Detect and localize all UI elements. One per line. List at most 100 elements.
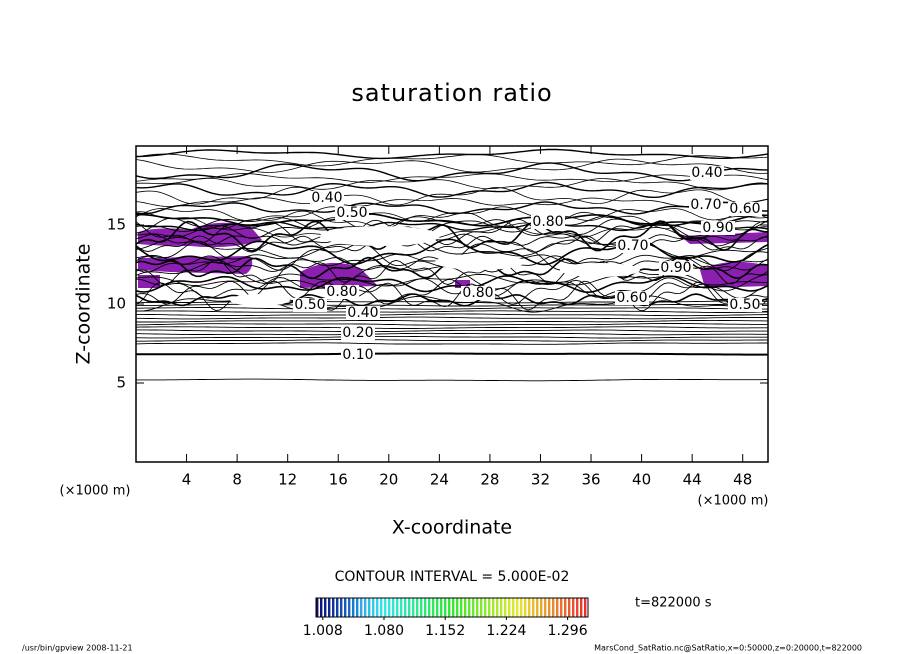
contour-label-bg — [615, 291, 649, 305]
colorbar-stripe — [352, 598, 355, 617]
colorbar-stripe — [536, 598, 539, 617]
footer-left: /usr/bin/gpview 2008-11-21 — [22, 644, 133, 653]
contour-label: 0.20 — [342, 325, 373, 341]
contour-label: 0.60 — [729, 201, 760, 217]
colorbar-stripe — [416, 598, 419, 617]
saturated-region — [230, 294, 290, 306]
contour-line — [135, 217, 769, 239]
colorbar-stripe — [452, 598, 455, 617]
contour-line — [135, 181, 769, 198]
colorbar-tick-label: 1.224 — [486, 623, 526, 639]
colorbar-stripe — [564, 598, 567, 617]
colorbar-stripe — [568, 598, 571, 617]
colorbar-tick-label: 1.152 — [425, 623, 465, 639]
x-unit: (×1000 m) — [698, 494, 769, 509]
contour-label-bg — [341, 326, 375, 340]
contour-line — [136, 339, 769, 342]
colorbar-stripe — [540, 598, 543, 617]
colorbar-stripe — [328, 598, 331, 617]
x-tick-label: 16 — [329, 471, 348, 489]
colorbar-stripe — [572, 598, 575, 617]
colorbar-stripe — [440, 598, 443, 617]
contour-line — [135, 278, 769, 306]
contour-line — [135, 162, 768, 182]
x-tick-label: 12 — [278, 471, 297, 489]
contour-label: 0.60 — [616, 290, 647, 306]
x-tick-label: 32 — [531, 471, 550, 489]
contour-label: 0.70 — [690, 197, 721, 213]
contour-line — [136, 313, 768, 317]
y-tick-label: 5 — [116, 374, 126, 392]
contour-line — [136, 307, 768, 310]
colorbar-stripe — [432, 598, 435, 617]
colorbar-stripe — [364, 598, 367, 617]
x-tick-label: 36 — [581, 471, 600, 489]
time-label: t=822000 s — [635, 596, 712, 611]
contour-line — [135, 277, 769, 299]
colorbar-stripe — [496, 598, 499, 617]
colorbar-stripe — [436, 598, 439, 617]
contour-line — [135, 153, 769, 167]
colorbar-stripe — [456, 598, 459, 617]
colorbar-stripe — [360, 598, 363, 617]
saturated-region — [320, 226, 440, 246]
colorbar-stripe — [500, 598, 503, 617]
colorbar-stripe — [528, 598, 531, 617]
contour-line — [135, 326, 768, 329]
contour-label-bg — [728, 298, 762, 312]
contour-line — [135, 177, 768, 191]
x-tick-label: 4 — [182, 471, 192, 489]
contour-line — [136, 303, 768, 307]
x-tick-label: 24 — [430, 471, 449, 489]
chart-title: saturation ratio — [351, 79, 552, 107]
contour-label: 0.40 — [311, 190, 342, 206]
contour-label: 0.80 — [532, 214, 563, 230]
contour-interval: CONTOUR INTERVAL = 5.000E-02 — [335, 569, 570, 585]
contour-line — [135, 197, 769, 207]
colorbar-stripe — [488, 598, 491, 617]
contour-line — [135, 186, 769, 206]
x-tick-label: 40 — [632, 471, 651, 489]
colorbar-stripe — [384, 598, 387, 617]
y-tick-label: 10 — [107, 295, 126, 313]
colorbar-stripe — [552, 598, 555, 617]
contour-label-bg — [346, 306, 380, 320]
colorbar-stripe — [332, 598, 335, 617]
colorbar-stripe — [368, 598, 371, 617]
colorbar-stripe — [392, 598, 395, 617]
contour-line — [135, 335, 768, 339]
contour-line — [135, 323, 768, 326]
contour-label-bg — [659, 261, 693, 275]
contour-line — [135, 225, 769, 239]
colorbar-stripe — [356, 598, 359, 617]
contour-label-bg — [689, 198, 723, 212]
contour-label: 0.40 — [691, 165, 722, 181]
contour-label: 0.40 — [347, 305, 378, 321]
contour-label: 0.50 — [336, 205, 367, 221]
colorbar-stripe — [344, 598, 347, 617]
colorbar-stripe — [472, 598, 475, 617]
colorbar-stripe — [412, 598, 415, 617]
y-axis-label: Z-coordinate — [73, 244, 95, 365]
colorbar-stripe — [348, 598, 351, 617]
contour-label: 0.70 — [617, 238, 648, 254]
colorbar-stripe — [340, 598, 343, 617]
colorbar-stripe — [404, 598, 407, 617]
contour-line — [135, 342, 768, 345]
contour-label-bg — [335, 206, 369, 220]
colorbar-stripe — [492, 598, 495, 617]
colorbar-stripe — [520, 598, 523, 617]
x-axis-label: X-coordinate — [392, 517, 512, 539]
colorbar-frame — [315, 597, 589, 618]
contour-label-bg — [728, 202, 762, 216]
contour-label-bg — [616, 239, 650, 253]
colorbar-stripe — [372, 598, 375, 617]
colorbar-stripe — [464, 598, 467, 617]
y-unit: (×1000 m) — [60, 484, 131, 499]
contour-line — [135, 233, 769, 247]
contour-label: 0.90 — [702, 220, 733, 236]
colorbar-stripe — [584, 598, 587, 617]
x-tick-label: 28 — [480, 471, 499, 489]
contour-line — [135, 213, 769, 227]
